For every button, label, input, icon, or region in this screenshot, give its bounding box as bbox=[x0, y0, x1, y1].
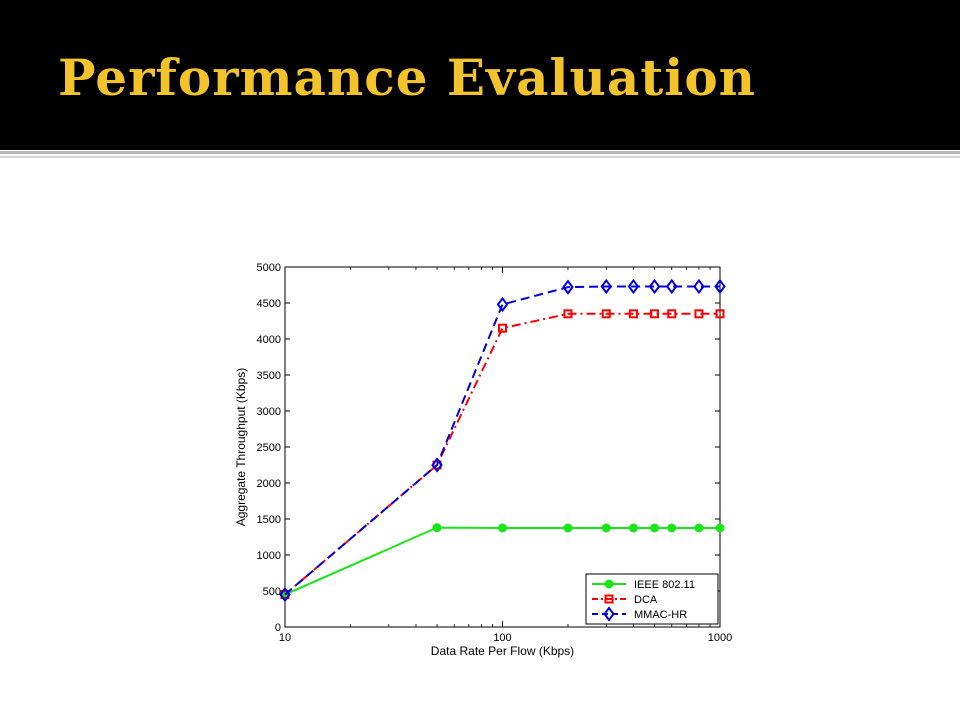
y-tick-label: 5000 bbox=[257, 262, 281, 274]
y-tick-label: 1000 bbox=[257, 550, 281, 562]
y-tick-label: 4500 bbox=[257, 298, 281, 310]
data-point bbox=[715, 523, 725, 533]
data-point bbox=[667, 309, 677, 319]
x-tick-label: 1000 bbox=[708, 632, 732, 644]
x-tick-label: 100 bbox=[493, 632, 511, 644]
data-point bbox=[498, 323, 507, 333]
series-line bbox=[284, 285, 720, 596]
data-point bbox=[279, 586, 291, 603]
throughput-chart: 0 500 1000 1500 2000 2500 3000 3500 4000 4500 5000… bbox=[228, 255, 748, 670]
data-point bbox=[694, 523, 704, 533]
data-point bbox=[601, 309, 611, 319]
data-point bbox=[650, 523, 660, 533]
series-circle bbox=[280, 523, 725, 600]
y-tick-label: 2500 bbox=[257, 442, 281, 454]
data-point bbox=[563, 523, 573, 533]
chart-svg: 0 500 1000 1500 2000 2500 3000 3500 4000 4500 5000… bbox=[234, 262, 732, 658]
data-point bbox=[694, 309, 704, 319]
y-tick-label: 0 bbox=[275, 622, 281, 634]
legend-marker bbox=[604, 579, 614, 589]
header-divider-secondary bbox=[0, 156, 960, 158]
data-point bbox=[498, 523, 507, 533]
data-point bbox=[715, 309, 725, 319]
y-axis-label: Aggregate Throughput (Kbps) bbox=[234, 368, 248, 527]
legend-marker bbox=[604, 594, 614, 604]
data-point bbox=[693, 278, 705, 295]
data-point bbox=[601, 523, 611, 533]
legend-label: DCA bbox=[634, 594, 658, 606]
slide-header: Performance Evaluation bbox=[0, 0, 960, 150]
slide-title: Performance Evaluation bbox=[58, 48, 757, 107]
data-point bbox=[667, 523, 677, 533]
y-tick-label: 3500 bbox=[257, 370, 281, 382]
data-point bbox=[650, 309, 660, 319]
series-line bbox=[284, 526, 720, 596]
legend-marker bbox=[603, 606, 615, 622]
data-point bbox=[600, 278, 613, 295]
y-tick-label: 1500 bbox=[257, 514, 281, 526]
data-point bbox=[665, 278, 678, 295]
legend-label: MMAC-HR bbox=[634, 609, 687, 621]
data-point bbox=[562, 279, 574, 295]
data-point bbox=[627, 278, 640, 295]
data-point bbox=[496, 296, 509, 313]
x-tick-label: 10 bbox=[279, 632, 291, 644]
data-point bbox=[432, 523, 442, 533]
y-tick-label: 2000 bbox=[257, 478, 281, 490]
data-point bbox=[431, 457, 443, 473]
series-diamond bbox=[279, 278, 726, 603]
legend-label: IEEE 802.11 bbox=[634, 579, 695, 591]
data-point bbox=[628, 309, 638, 319]
data-point bbox=[563, 309, 573, 319]
y-tick-label: 500 bbox=[263, 586, 281, 598]
y-tick-label: 3000 bbox=[257, 406, 281, 418]
series-line bbox=[284, 312, 720, 596]
x-axis-label: Data Rate Per Flow (Kbps) bbox=[431, 644, 574, 658]
plot-frame bbox=[284, 266, 721, 628]
data-point bbox=[628, 523, 638, 533]
data-point bbox=[714, 278, 726, 295]
header-divider bbox=[0, 151, 960, 154]
data-point bbox=[648, 278, 661, 295]
y-tick-label: 4000 bbox=[257, 334, 281, 346]
